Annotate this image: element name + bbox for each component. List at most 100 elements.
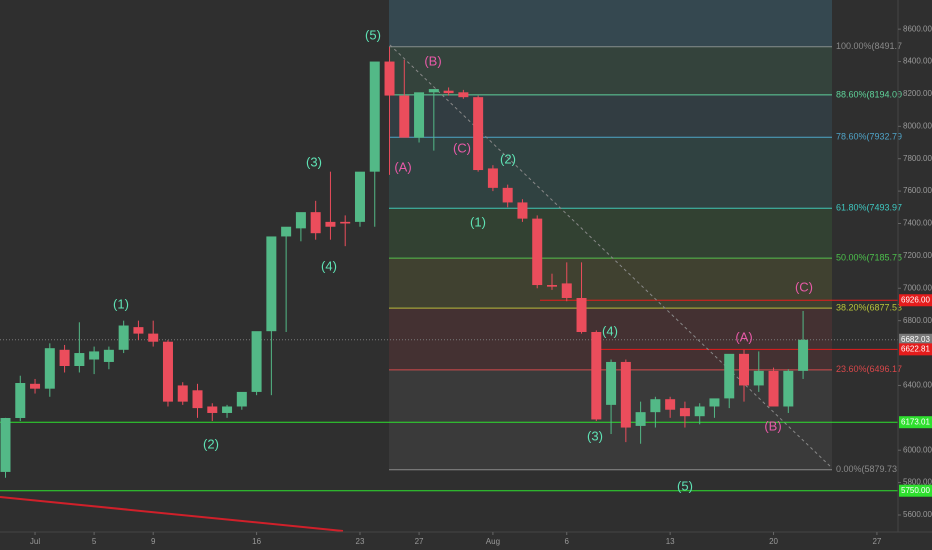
wave-label: (2) (500, 151, 516, 166)
x-tick-label: 27 (415, 537, 424, 546)
candle-body (281, 226, 292, 237)
fib-label: 50.00%(7185.75 (836, 253, 902, 263)
candle-body (354, 171, 365, 222)
price-badge (899, 416, 932, 429)
fib-band (389, 137, 832, 209)
candle-body (266, 236, 277, 332)
price-badge-label: 6682.03 (901, 335, 930, 344)
price-badge-label: 6173.01 (901, 417, 930, 426)
fib-band (389, 0, 832, 47)
y-tick-label: 8400.00 (903, 57, 932, 66)
price-badge-label: 5750.00 (901, 486, 930, 495)
y-tick-label: 7200.00 (903, 251, 932, 260)
fib-label: 0.00%(5879.73 (836, 464, 897, 474)
y-tick-label: 5800.00 (903, 478, 932, 487)
fib-label: 61.80%(7493.97 (836, 203, 902, 213)
x-tick-label: Jul (30, 537, 40, 546)
candle-body (89, 351, 100, 360)
wave-label: (5) (677, 478, 693, 493)
trend-line (0, 496, 344, 532)
y-tick-label: 6400.00 (903, 381, 932, 390)
x-tick-label: 23 (356, 537, 365, 546)
y-tick-label: 7000.00 (903, 283, 932, 292)
candle-body (310, 212, 321, 234)
candle-body (606, 361, 617, 405)
candle-body (798, 339, 809, 371)
wave-label: (A) (735, 329, 752, 344)
candle-body (162, 341, 173, 402)
candle-body (724, 353, 735, 399)
wave-label: (4) (321, 258, 337, 273)
fib-band (389, 208, 832, 259)
candle-body (340, 221, 351, 224)
y-tick-label: 7400.00 (903, 219, 932, 228)
fib-band (389, 308, 832, 370)
wave-label: (A) (394, 159, 411, 174)
candle-body (192, 390, 203, 409)
fib-label: 23.60%(6496.17 (836, 364, 902, 374)
candle-body (473, 97, 484, 171)
candle-body (133, 327, 144, 334)
fib-label: 100.00%(8491.7 (836, 41, 902, 51)
price-badge (899, 333, 932, 346)
y-tick-label: 8000.00 (903, 121, 932, 130)
candle-body (384, 61, 395, 96)
candle-body (118, 325, 129, 350)
candle-body (251, 331, 262, 392)
x-tick-label: 27 (872, 537, 881, 546)
price-badge (899, 484, 932, 497)
x-tick-label: 20 (769, 537, 778, 546)
candle-body (487, 168, 498, 188)
candle-body (517, 202, 528, 219)
candle-body (325, 221, 336, 227)
candle-body (295, 212, 306, 229)
candle-body (177, 385, 188, 402)
candle-body (74, 353, 85, 367)
candle-body (148, 333, 159, 342)
candle-body (15, 383, 26, 418)
wave-label: (1) (470, 214, 486, 229)
candle-body (561, 283, 572, 298)
candle-body (576, 297, 587, 332)
candle-body (103, 349, 114, 362)
candle-body (783, 370, 794, 407)
candle-body (428, 89, 439, 93)
price-badge (899, 294, 932, 307)
candle-body (0, 417, 11, 472)
wave-label: (1) (113, 296, 129, 311)
candle-body (44, 348, 55, 389)
x-tick-label: 13 (666, 537, 675, 546)
candle-body (236, 391, 247, 407)
wave-label: (2) (203, 436, 219, 451)
candle-body (620, 361, 631, 428)
wave-label: (C) (795, 279, 813, 294)
x-tick-label: 6 (565, 537, 570, 546)
y-tick-label: 7800.00 (903, 154, 932, 163)
fib-band (389, 94, 832, 138)
candle-body (679, 408, 690, 417)
candle-body (399, 95, 410, 138)
candle-body (768, 370, 779, 407)
wave-label: (3) (587, 428, 603, 443)
y-tick-label: 8200.00 (903, 89, 932, 98)
candle-body (665, 399, 676, 410)
candle-body (59, 349, 70, 367)
candle-body (532, 218, 543, 286)
candle-body (414, 92, 425, 138)
wave-label: (5) (365, 27, 381, 42)
candle-body (443, 90, 454, 94)
candle-body (650, 399, 661, 413)
candle-body (222, 406, 233, 413)
candle-body (30, 383, 41, 389)
candle-body (207, 406, 218, 413)
candle-body (458, 92, 469, 98)
candle-body (694, 406, 705, 417)
price-badge (899, 343, 932, 356)
x-tick-label: Aug (486, 537, 500, 546)
price-badge-label: 6622.81 (901, 344, 930, 353)
price-badge-label: 6926.00 (901, 295, 930, 304)
fib-label: 78.60%(7932.79 (836, 132, 902, 142)
fib-band (389, 46, 832, 95)
